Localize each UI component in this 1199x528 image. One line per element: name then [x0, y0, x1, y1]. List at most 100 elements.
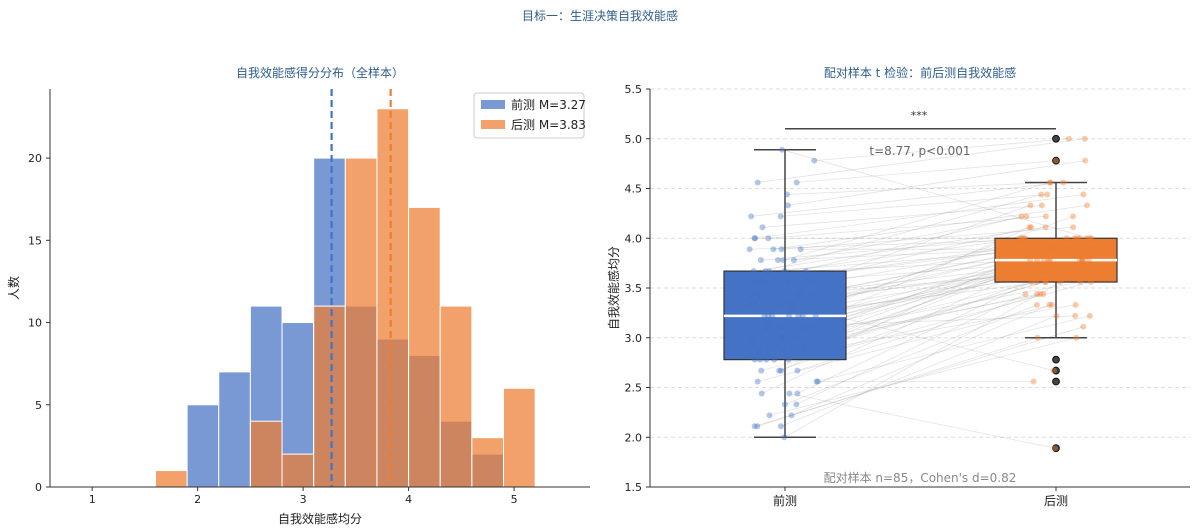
outlier-point: [1052, 156, 1060, 165]
significance-marker: ***: [911, 109, 928, 122]
paired-line: [817, 293, 1044, 339]
point-post: [1085, 257, 1092, 264]
point-post: [1083, 202, 1090, 209]
point-pre: [765, 312, 772, 319]
point-post: [1018, 213, 1025, 220]
point-pre: [746, 246, 753, 253]
histogram-y-tick-label: 10: [28, 317, 42, 330]
point-pre: [788, 412, 795, 419]
point-post: [1022, 290, 1029, 297]
point-pre: [749, 334, 756, 341]
point-post: [1052, 445, 1059, 452]
point-pre: [763, 356, 770, 363]
point-post: [1077, 279, 1084, 286]
paired-line: [781, 149, 1090, 239]
histogram-bar-post: [249, 420, 283, 488]
point-pre: [789, 345, 796, 352]
point-post: [1050, 367, 1057, 374]
point-pre: [757, 257, 764, 264]
histogram-bar-post: [439, 305, 473, 488]
point-post: [1040, 290, 1047, 297]
point-post: [1086, 246, 1093, 253]
paired-line: [784, 237, 1024, 272]
legend-swatch-post: [481, 120, 505, 129]
point-pre: [777, 334, 784, 341]
point-post: [1047, 179, 1054, 186]
point-post: [1086, 312, 1093, 319]
point-pre: [776, 367, 783, 374]
test-statistic-annotation: t=8.77, p<0.001: [869, 144, 970, 158]
point-post: [1079, 257, 1086, 264]
histogram-y-tick-label: 20: [28, 152, 42, 165]
point-post: [1080, 191, 1087, 198]
point-post: [1018, 235, 1025, 242]
point-post: [1037, 290, 1044, 297]
point-pre: [755, 290, 762, 297]
point-post: [1087, 279, 1094, 286]
point-post: [1052, 246, 1059, 253]
paired-line: [761, 270, 1024, 394]
point-post: [1034, 257, 1041, 264]
point-post: [1060, 179, 1067, 186]
point-pre: [784, 202, 791, 209]
point-post: [1073, 334, 1080, 341]
point-post: [1026, 257, 1033, 264]
point-pre: [758, 390, 765, 397]
point-post: [1063, 246, 1070, 253]
point-pre: [786, 390, 793, 397]
histogram-bar-post: [471, 437, 505, 488]
point-pre: [751, 235, 758, 242]
point-pre: [777, 423, 784, 430]
point-pre: [794, 367, 801, 374]
point-post: [1036, 246, 1043, 253]
point-post: [1067, 268, 1074, 275]
point-post: [1072, 301, 1079, 308]
point-post: [1033, 290, 1040, 297]
point-pre: [785, 312, 792, 319]
point-pre: [799, 312, 806, 319]
boxplot-y-tick-label: 5.0: [625, 133, 643, 146]
point-pre: [799, 323, 806, 330]
point-pre: [806, 279, 813, 286]
paired-line: [805, 259, 1030, 272]
point-pre: [754, 378, 761, 385]
histogram-bar-post: [344, 157, 378, 488]
point-post: [1052, 246, 1059, 253]
point-pre: [778, 334, 785, 341]
point-post: [1033, 246, 1040, 253]
paired-line: [778, 248, 1028, 261]
boxplot-y-tick-label: 4.0: [625, 232, 643, 245]
point-pre: [751, 356, 758, 363]
point-pre: [746, 301, 753, 308]
histogram-y-axis-label: 人数: [6, 276, 21, 300]
legend-label-post: 后测 M=3.83: [511, 118, 586, 132]
point-pre: [812, 312, 819, 319]
point-post: [1063, 268, 1070, 275]
paired-line: [787, 160, 1086, 206]
point-post: [1033, 279, 1040, 286]
point-post: [1042, 279, 1049, 286]
point-pre: [813, 378, 820, 385]
paired-line: [753, 226, 1046, 272]
legend-swatch-pre: [481, 100, 505, 109]
boxplot-y-axis-label: 自我效能感均分: [606, 246, 621, 330]
paired-line: [760, 237, 1021, 261]
point-post: [1044, 191, 1051, 198]
boxplot-y-tick-label: 1.5: [625, 481, 643, 494]
paired-line: [796, 293, 1026, 405]
paired-line: [773, 205, 1088, 250]
point-post: [1048, 301, 1055, 308]
point-pre: [810, 290, 817, 297]
point-post: [1045, 257, 1052, 264]
point-pre: [762, 279, 769, 286]
point-post: [1042, 213, 1049, 220]
point-pre: [778, 367, 785, 374]
point-pre: [802, 268, 809, 275]
figure-suptitle: 目标一：生涯决策自我效能感: [522, 8, 678, 23]
point-pre: [790, 257, 797, 264]
point-pre: [797, 246, 804, 253]
point-post: [1088, 235, 1095, 242]
paired-line: [789, 393, 1056, 449]
